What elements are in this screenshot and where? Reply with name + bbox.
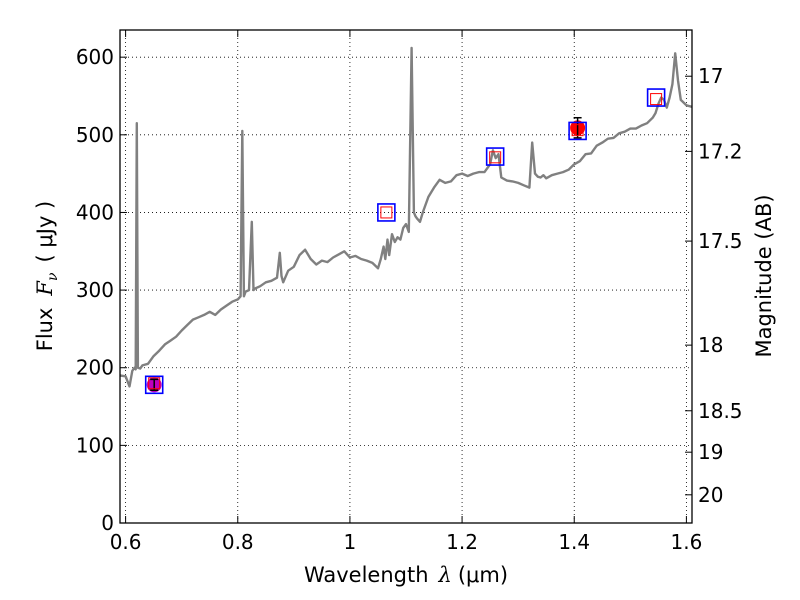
plot-frame (119, 29, 693, 524)
x-tick-label: 1.6 (670, 530, 702, 554)
model-point (646, 88, 666, 107)
y-axis-label-prefix: Flux (33, 308, 57, 352)
x-tick-label: 1.4 (558, 530, 590, 554)
y-tick-label: 100 (76, 433, 114, 457)
y2-tick-label: 17.2 (698, 139, 743, 163)
x-axis-label-unit: (μm) (458, 563, 508, 587)
y2-tick-label: 20 (698, 483, 723, 507)
tick-labels: 0.6 0.8 1 1.2 1.4 1.6 0 100 200 300 400 500 600 17 17.… (76, 45, 743, 554)
y-axis-label: Flux Fν ( μJy ) (33, 201, 61, 351)
x-tick-label: 0.8 (222, 530, 254, 554)
y-axis-label-sub: ν (45, 272, 61, 281)
y-tick-label: 400 (76, 200, 114, 224)
y-tick-label: 500 (76, 123, 114, 147)
model-point (485, 147, 505, 166)
model-point (144, 375, 164, 395)
y2-tick-label: 18.5 (698, 399, 743, 423)
synthetic-point (650, 93, 663, 106)
plot-background (120, 30, 692, 523)
y2-axis-label: Magnitude (AB) (752, 194, 776, 357)
x-axis-label-symbol: λ (438, 563, 452, 587)
y2-tick-label: 19 (698, 440, 723, 464)
y-axis-label-symbol: F (33, 280, 57, 297)
synthetic-point (380, 206, 393, 219)
x-tick-label: 1.2 (446, 530, 478, 554)
synthetic-point (571, 124, 584, 137)
y2-tick-label: 17 (698, 64, 723, 88)
y2-tick-label: 18 (698, 333, 723, 357)
synthetic-point (148, 377, 161, 390)
x-axis-label: Wavelength λ (μm) (304, 563, 508, 587)
spectrum-line (120, 46, 692, 388)
y-tick-label: 200 (76, 356, 114, 380)
y-tick-label: 600 (76, 45, 114, 69)
y-axis-label-unit: ( μJy ) (33, 201, 57, 263)
y2-tick-label: 17.5 (698, 229, 743, 253)
x-axis-label-prefix: Wavelength (304, 563, 429, 587)
synthetic-point (489, 151, 502, 164)
model-point (568, 121, 587, 141)
y-tick-label: 0 (101, 511, 114, 535)
x-tick-label: 0.6 (110, 530, 142, 554)
spectrum-layer (120, 46, 692, 388)
model-point (377, 203, 396, 222)
y-tick-label: 300 (76, 278, 114, 302)
x-tick-label: 1 (344, 530, 357, 554)
points-layer (144, 88, 666, 395)
